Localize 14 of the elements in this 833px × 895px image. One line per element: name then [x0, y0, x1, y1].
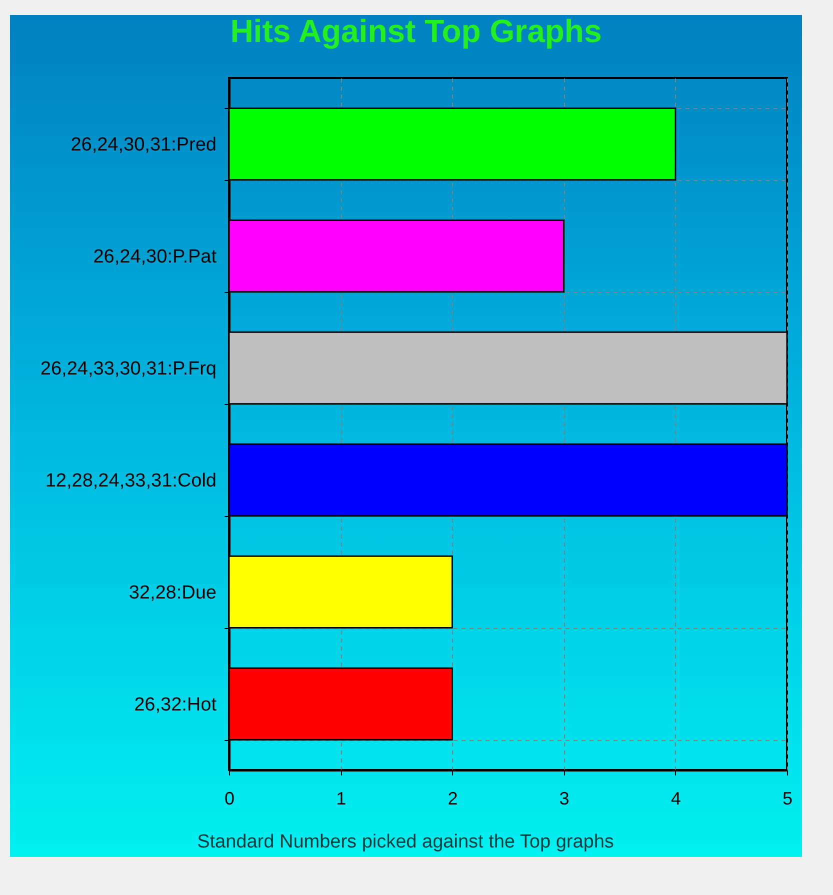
x-tick-label: 0 [224, 788, 235, 808]
y-tick-label: 26,24,33,30,31:P.Frq [40, 358, 216, 380]
y-tick-label: 26,24,30:P.Pat [93, 246, 218, 268]
y-tick-label: 12,28,24,33,31:Cold [45, 470, 216, 492]
x-tick-label: 2 [448, 788, 458, 808]
y-tick-label: 26,24,30,31:Pred [70, 134, 216, 156]
x-axis-title: Standard Numbers picked against the Top graphs [197, 832, 614, 852]
x-tick-label: 5 [782, 788, 793, 808]
x-tick-label: 4 [670, 788, 681, 808]
y-tick-label: 26,32:Hot [134, 694, 218, 716]
chart-title: Hits Against Top Graphs [230, 13, 602, 49]
y-tick-label: 32,28:Due [128, 582, 216, 604]
x-tick-label: 1 [336, 788, 346, 808]
x-tick-label: 3 [559, 788, 570, 808]
